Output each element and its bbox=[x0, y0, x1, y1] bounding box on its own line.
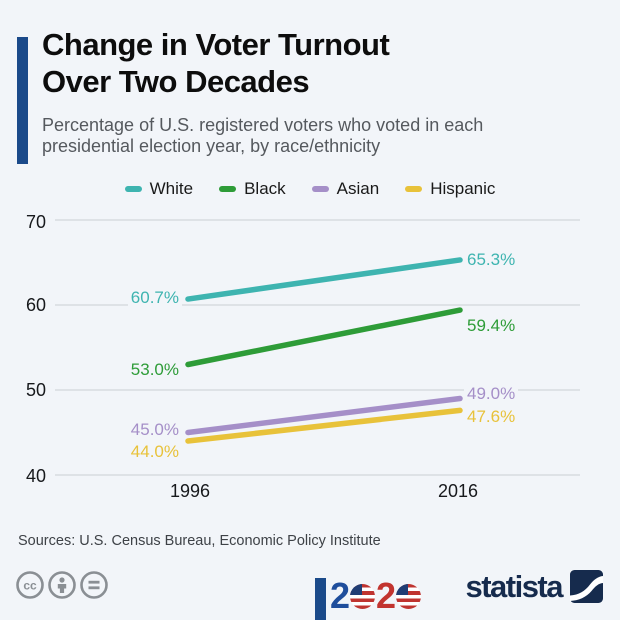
legend-item-hispanic: Hispanic bbox=[405, 179, 495, 199]
statista-wordmark: statista bbox=[465, 569, 563, 604]
election-2020-logo: 2 2 bbox=[315, 578, 422, 620]
value-label-asian-2016: 49.0% bbox=[464, 384, 519, 404]
page-title: Change in Voter Turnout Over Two Decades bbox=[42, 26, 602, 100]
value-label-black-1996: 53.0% bbox=[127, 360, 182, 380]
legend-item-black: Black bbox=[219, 179, 286, 199]
flag-zero-icon bbox=[396, 583, 422, 609]
legend-swatch-white bbox=[124, 186, 142, 192]
legend-label-black: Black bbox=[244, 179, 286, 198]
chart-canvas bbox=[55, 219, 580, 476]
legend-swatch-black bbox=[219, 186, 237, 192]
value-label-hispanic-2016: 47.6% bbox=[464, 407, 519, 427]
title-line-2: Over Two Decades bbox=[42, 64, 310, 99]
y-axis-tick-60: 60 bbox=[25, 295, 46, 315]
value-label-asian-1996: 45.0% bbox=[127, 420, 182, 440]
flag-zero-icon bbox=[350, 583, 376, 609]
cc-icon[interactable]: cc bbox=[15, 570, 45, 600]
sources-text: Sources: U.S. Census Bureau, Economic Po… bbox=[18, 533, 381, 549]
chart-subtitle: Percentage of U.S. registered voters who… bbox=[42, 115, 484, 156]
value-label-black-2016: 59.4% bbox=[464, 316, 519, 336]
title-line-1: Change in Voter Turnout bbox=[42, 27, 390, 62]
legend-label-white: White bbox=[149, 179, 194, 198]
title-accent-bar bbox=[17, 37, 28, 164]
y-axis-tick-40: 40 bbox=[25, 466, 46, 486]
line-chart: 70 60 50 40 1996 2016 60.7% 65.3% 53.0% … bbox=[0, 205, 620, 505]
digit-2-red: 2 bbox=[376, 575, 396, 616]
legend-swatch-hispanic bbox=[405, 186, 423, 192]
election-2020-accent-bar bbox=[315, 578, 326, 620]
value-label-hispanic-1996: 44.0% bbox=[127, 442, 182, 462]
statista-mark-icon bbox=[570, 570, 603, 603]
legend-item-asian: Asian bbox=[311, 179, 380, 199]
digit-2-blue: 2 bbox=[330, 575, 350, 616]
y-axis-tick-50: 50 bbox=[25, 380, 46, 400]
statista-logo[interactable]: statista bbox=[465, 570, 603, 603]
svg-text:cc: cc bbox=[23, 579, 37, 593]
x-axis-tick-1996: 1996 bbox=[169, 481, 211, 501]
attribution-icon[interactable] bbox=[47, 570, 77, 600]
chart-legend: White Black Asian Hispanic bbox=[0, 179, 620, 199]
value-label-white-2016: 65.3% bbox=[464, 250, 519, 270]
election-2020-digits: 2 2 bbox=[330, 578, 422, 614]
license-icons: cc bbox=[15, 570, 109, 600]
legend-swatch-asian bbox=[311, 186, 329, 192]
value-label-white-1996: 60.7% bbox=[127, 288, 182, 308]
equal-icon[interactable] bbox=[79, 570, 109, 600]
legend-item-white: White bbox=[124, 179, 194, 199]
y-axis-tick-70: 70 bbox=[25, 212, 46, 232]
x-axis-tick-2016: 2016 bbox=[437, 481, 479, 501]
legend-label-asian: Asian bbox=[336, 179, 380, 198]
legend-label-hispanic: Hispanic bbox=[430, 179, 496, 198]
